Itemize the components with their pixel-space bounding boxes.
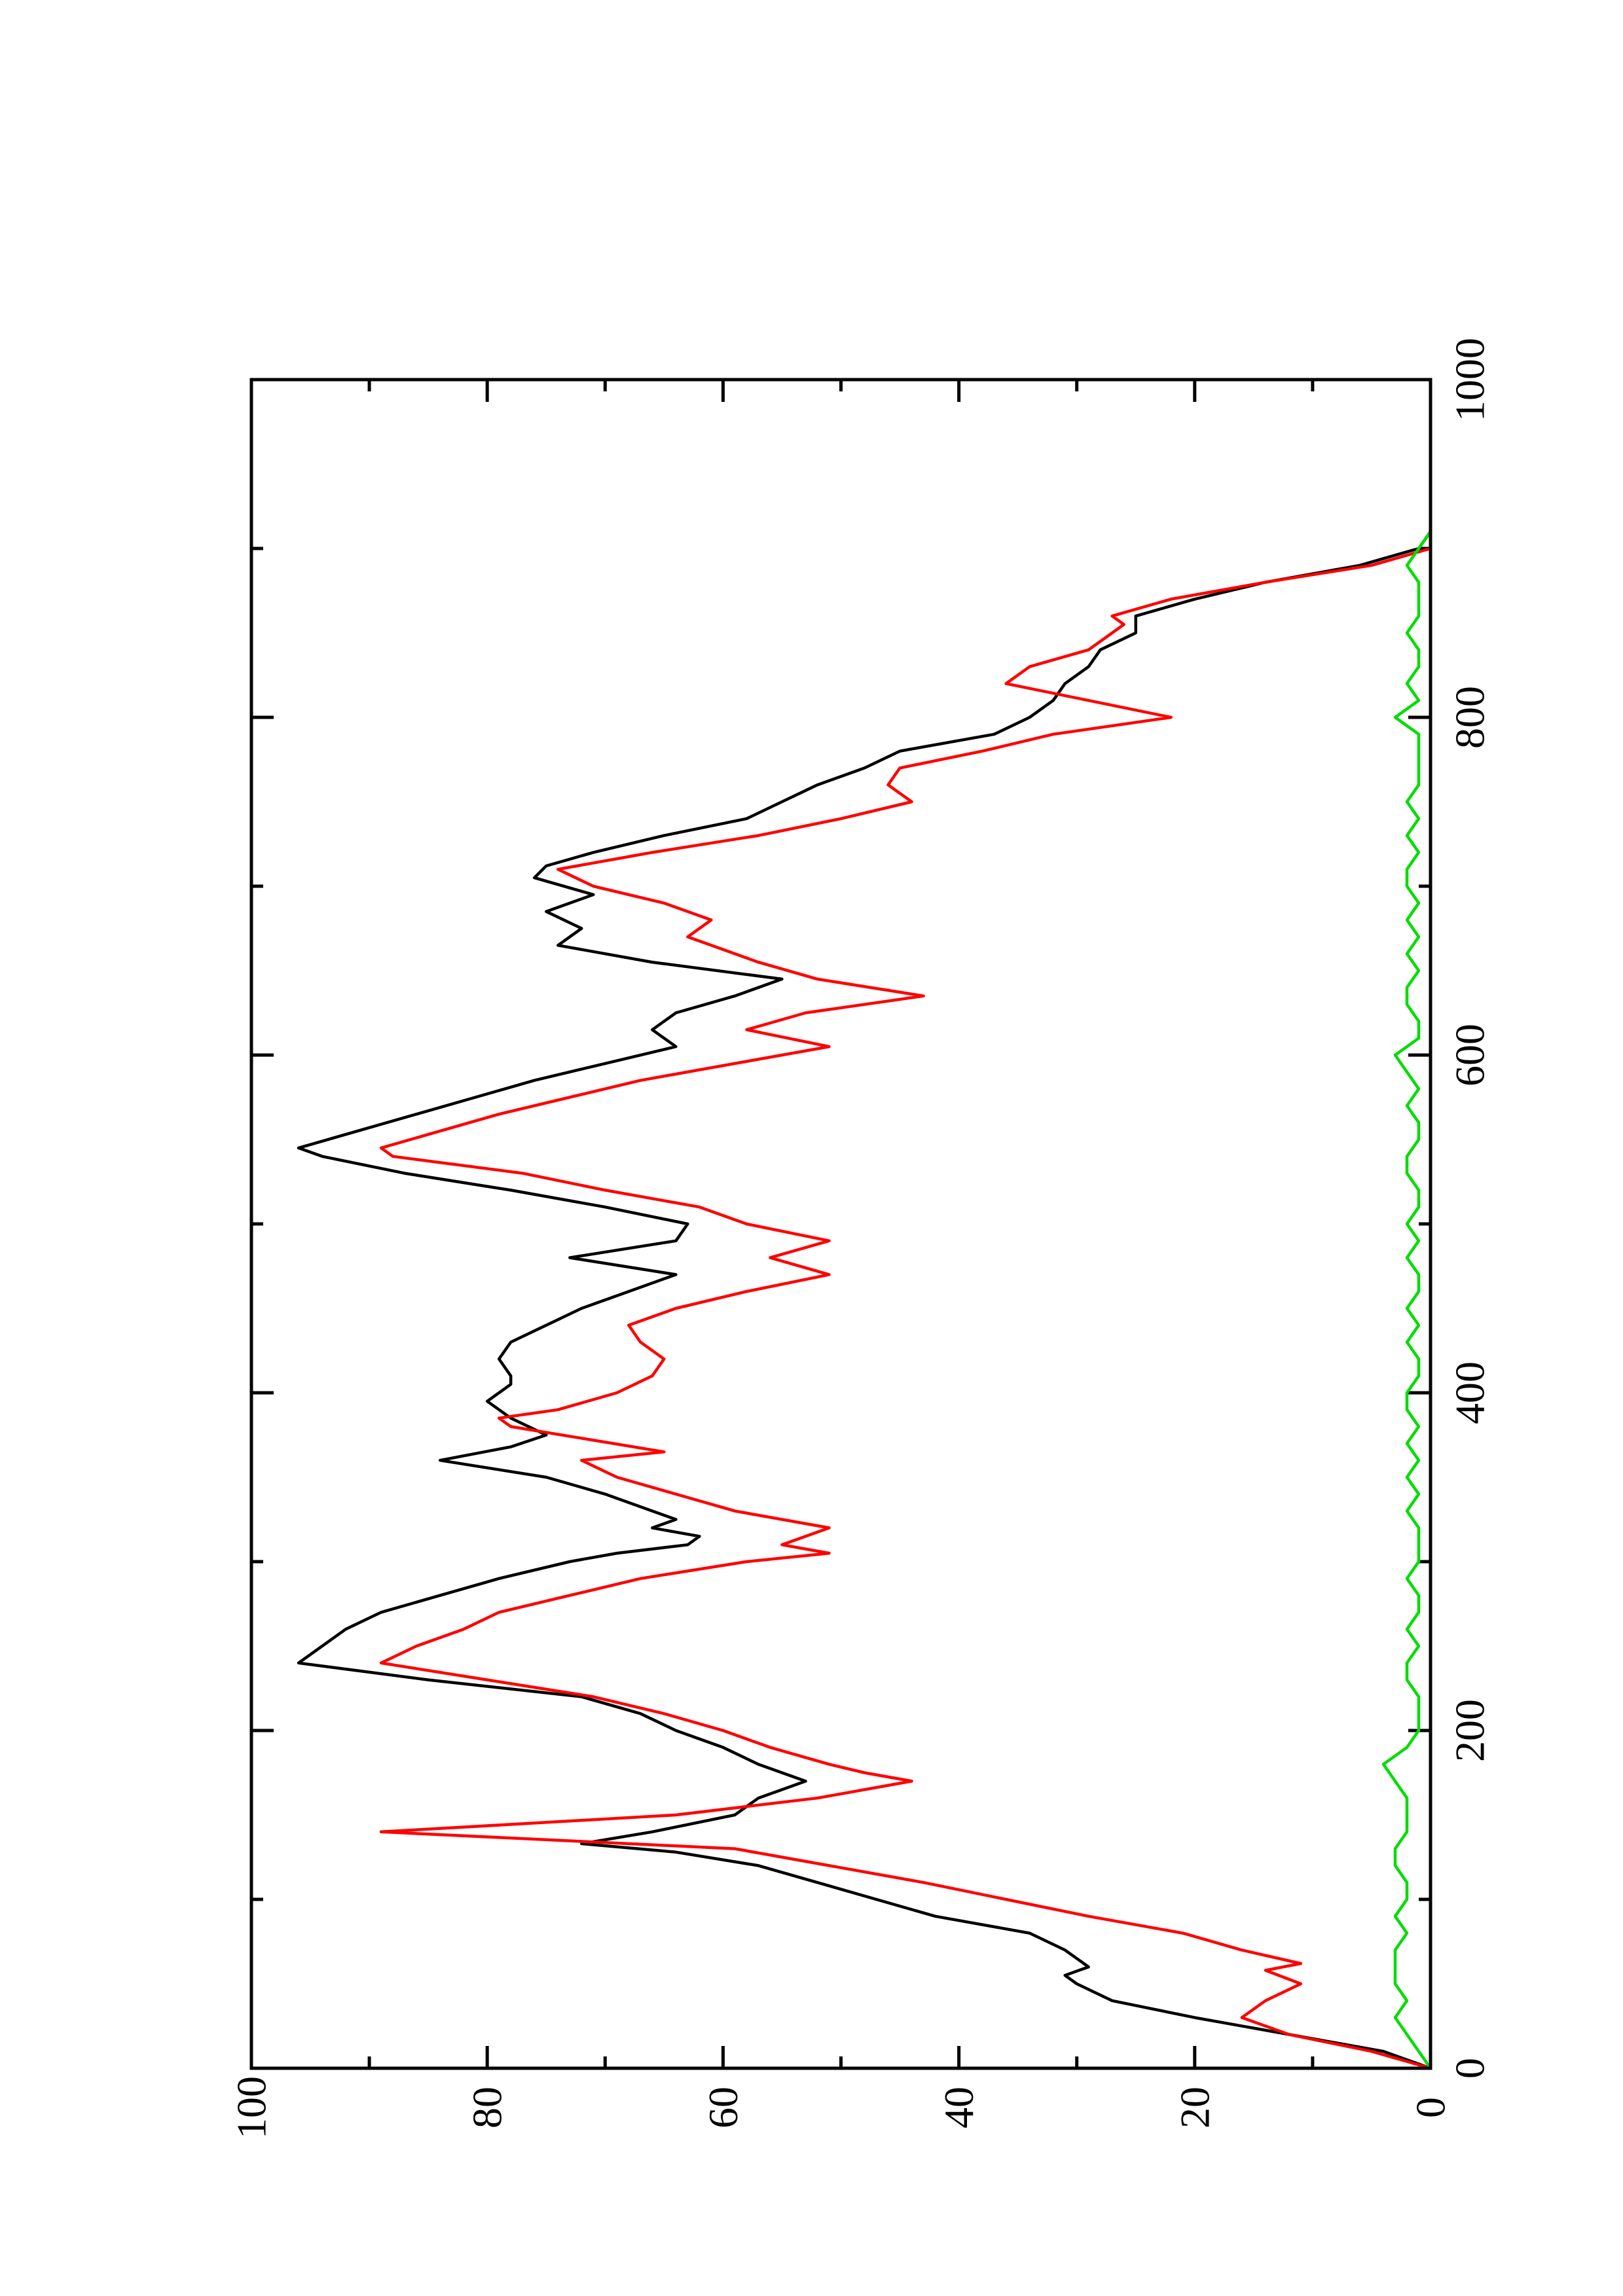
x-tick-label: 0 [1447, 2058, 1493, 2079]
x-tick-label: 200 [1447, 1699, 1493, 1762]
y-tick-label: 20 [1171, 2087, 1218, 2128]
y-tick-label: 60 [700, 2087, 746, 2128]
series-line-2 [379, 547, 1432, 2070]
series-layer [297, 513, 1432, 2070]
x-tick-label: 400 [1447, 1361, 1493, 1424]
series-line-1 [297, 513, 1432, 2070]
x-tick-label: 800 [1447, 686, 1493, 749]
y-tick-label: 40 [936, 2087, 982, 2128]
y-tick-label: 80 [464, 2087, 511, 2128]
x-tick-label: 600 [1447, 1024, 1493, 1086]
y-tick-label: 0 [1408, 2097, 1454, 2118]
plot-frame [249, 378, 1432, 2070]
series-line-3 [1381, 513, 1432, 2070]
tick-labels: 0 200 400 600 800 1000 0 20 40 60 80 100 [228, 338, 1493, 2139]
x-tick-label: 1000 [1447, 338, 1493, 422]
y-tick-label: 100 [228, 2076, 275, 2139]
